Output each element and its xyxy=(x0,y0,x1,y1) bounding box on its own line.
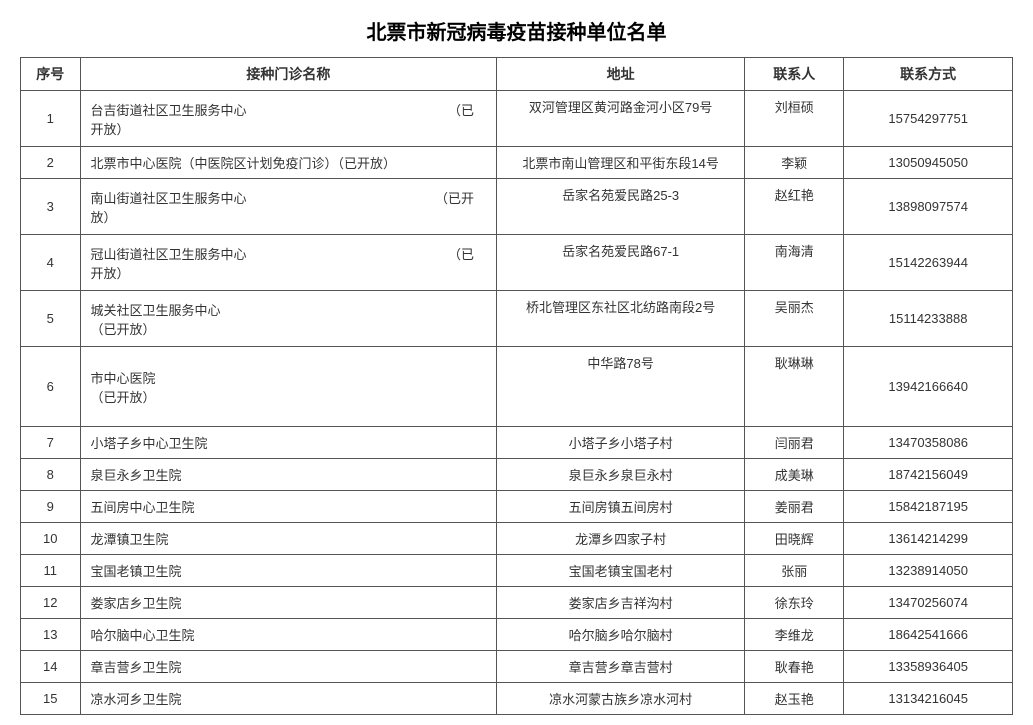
cell-name: 五间房中心卫生院 xyxy=(80,491,497,523)
cell-name: 凉水河乡卫生院 xyxy=(80,683,497,715)
cell-contact: 耿春艳 xyxy=(745,651,844,683)
cell-seq: 9 xyxy=(21,491,81,523)
cell-addr: 泉巨永乡泉巨永村 xyxy=(497,459,745,491)
cell-contact: 成美琳 xyxy=(745,459,844,491)
cell-phone: 13942166640 xyxy=(844,347,1013,427)
col-header-phone: 联系方式 xyxy=(844,58,1013,91)
cell-phone: 15142263944 xyxy=(844,235,1013,291)
col-header-seq: 序号 xyxy=(21,58,81,91)
table-row: 15凉水河乡卫生院凉水河蒙古族乡凉水河村赵玉艳13134216045 xyxy=(21,683,1013,715)
table-row: 11宝国老镇卫生院宝国老镇宝国老村张丽13238914050 xyxy=(21,555,1013,587)
cell-addr: 宝国老镇宝国老村 xyxy=(497,555,745,587)
cell-seq: 14 xyxy=(21,651,81,683)
cell-name: 小塔子乡中心卫生院 xyxy=(80,427,497,459)
cell-name: 北票市中心医院（中医院区计划免疫门诊）（已开放） xyxy=(80,147,497,179)
cell-seq: 6 xyxy=(21,347,81,427)
cell-name: 哈尔脑中心卫生院 xyxy=(80,619,497,651)
cell-phone: 13470256074 xyxy=(844,587,1013,619)
cell-addr: 娄家店乡吉祥沟村 xyxy=(497,587,745,619)
table-row: 9五间房中心卫生院五间房镇五间房村姜丽君15842187195 xyxy=(21,491,1013,523)
table-row: 6市中心医院 （已开放）中华路78号耿琳琳13942166640 xyxy=(21,347,1013,427)
cell-phone: 15842187195 xyxy=(844,491,1013,523)
cell-name: 泉巨永乡卫生院 xyxy=(80,459,497,491)
cell-phone: 15754297751 xyxy=(844,91,1013,147)
cell-seq: 2 xyxy=(21,147,81,179)
cell-name: 龙潭镇卫生院 xyxy=(80,523,497,555)
cell-addr: 中华路78号 xyxy=(497,347,745,427)
cell-addr: 小塔子乡小塔子村 xyxy=(497,427,745,459)
table-body: 1台吉街道社区卫生服务中心 （已开放）双河管理区黄河路金河小区79号刘桓硕157… xyxy=(21,91,1013,715)
cell-contact: 田晓辉 xyxy=(745,523,844,555)
cell-contact: 南海清 xyxy=(745,235,844,291)
cell-contact: 李颖 xyxy=(745,147,844,179)
table-row: 12娄家店乡卫生院娄家店乡吉祥沟村徐东玲13470256074 xyxy=(21,587,1013,619)
table-row: 14章吉营乡卫生院章吉营乡章吉营村耿春艳13358936405 xyxy=(21,651,1013,683)
cell-addr: 五间房镇五间房村 xyxy=(497,491,745,523)
table-row: 1台吉街道社区卫生服务中心 （已开放）双河管理区黄河路金河小区79号刘桓硕157… xyxy=(21,91,1013,147)
cell-seq: 5 xyxy=(21,291,81,347)
cell-addr: 凉水河蒙古族乡凉水河村 xyxy=(497,683,745,715)
cell-seq: 11 xyxy=(21,555,81,587)
table-header-row: 序号 接种门诊名称 地址 联系人 联系方式 xyxy=(21,58,1013,91)
cell-name: 冠山街道社区卫生服务中心 （已开放） xyxy=(80,235,497,291)
table-row: 4冠山街道社区卫生服务中心 （已开放）岳家名苑爱民路67-1南海清1514226… xyxy=(21,235,1013,291)
cell-addr: 岳家名苑爱民路25-3 xyxy=(497,179,745,235)
vaccination-sites-table: 序号 接种门诊名称 地址 联系人 联系方式 1台吉街道社区卫生服务中心 （已开放… xyxy=(20,57,1013,715)
cell-contact: 李维龙 xyxy=(745,619,844,651)
cell-seq: 8 xyxy=(21,459,81,491)
cell-contact: 刘桓硕 xyxy=(745,91,844,147)
cell-name: 章吉营乡卫生院 xyxy=(80,651,497,683)
cell-phone: 18642541666 xyxy=(844,619,1013,651)
cell-addr: 章吉营乡章吉营村 xyxy=(497,651,745,683)
col-header-name: 接种门诊名称 xyxy=(80,58,497,91)
cell-contact: 赵玉艳 xyxy=(745,683,844,715)
cell-phone: 15114233888 xyxy=(844,291,1013,347)
page-title: 北票市新冠病毒疫苗接种单位名单 xyxy=(20,16,1013,45)
cell-name: 市中心医院 （已开放） xyxy=(80,347,497,427)
cell-name: 城关社区卫生服务中心 （已开放） xyxy=(80,291,497,347)
col-header-addr: 地址 xyxy=(497,58,745,91)
cell-addr: 龙潭乡四家子村 xyxy=(497,523,745,555)
table-row: 8泉巨永乡卫生院泉巨永乡泉巨永村成美琳18742156049 xyxy=(21,459,1013,491)
table-row: 2北票市中心医院（中医院区计划免疫门诊）（已开放）北票市南山管理区和平街东段14… xyxy=(21,147,1013,179)
cell-addr: 岳家名苑爱民路67-1 xyxy=(497,235,745,291)
cell-addr: 桥北管理区东社区北纺路南段2号 xyxy=(497,291,745,347)
cell-phone: 13898097574 xyxy=(844,179,1013,235)
cell-seq: 10 xyxy=(21,523,81,555)
cell-phone: 18742156049 xyxy=(844,459,1013,491)
cell-contact: 赵红艳 xyxy=(745,179,844,235)
cell-seq: 4 xyxy=(21,235,81,291)
cell-contact: 徐东玲 xyxy=(745,587,844,619)
cell-name: 宝国老镇卫生院 xyxy=(80,555,497,587)
cell-phone: 13134216045 xyxy=(844,683,1013,715)
cell-seq: 13 xyxy=(21,619,81,651)
cell-phone: 13470358086 xyxy=(844,427,1013,459)
table-row: 3南山街道社区卫生服务中心 （已开放）岳家名苑爱民路25-3赵红艳1389809… xyxy=(21,179,1013,235)
cell-addr: 北票市南山管理区和平街东段14号 xyxy=(497,147,745,179)
cell-contact: 耿琳琳 xyxy=(745,347,844,427)
cell-addr: 哈尔脑乡哈尔脑村 xyxy=(497,619,745,651)
cell-name: 南山街道社区卫生服务中心 （已开放） xyxy=(80,179,497,235)
cell-phone: 13614214299 xyxy=(844,523,1013,555)
cell-phone: 13050945050 xyxy=(844,147,1013,179)
cell-name: 台吉街道社区卫生服务中心 （已开放） xyxy=(80,91,497,147)
cell-contact: 张丽 xyxy=(745,555,844,587)
cell-addr: 双河管理区黄河路金河小区79号 xyxy=(497,91,745,147)
cell-contact: 姜丽君 xyxy=(745,491,844,523)
cell-seq: 12 xyxy=(21,587,81,619)
cell-contact: 吴丽杰 xyxy=(745,291,844,347)
cell-contact: 闫丽君 xyxy=(745,427,844,459)
cell-seq: 1 xyxy=(21,91,81,147)
table-row: 5城关社区卫生服务中心 （已开放）桥北管理区东社区北纺路南段2号吴丽杰15114… xyxy=(21,291,1013,347)
table-row: 13哈尔脑中心卫生院哈尔脑乡哈尔脑村李维龙18642541666 xyxy=(21,619,1013,651)
cell-seq: 15 xyxy=(21,683,81,715)
table-row: 10龙潭镇卫生院龙潭乡四家子村田晓辉13614214299 xyxy=(21,523,1013,555)
cell-seq: 7 xyxy=(21,427,81,459)
table-row: 7小塔子乡中心卫生院小塔子乡小塔子村闫丽君13470358086 xyxy=(21,427,1013,459)
cell-phone: 13358936405 xyxy=(844,651,1013,683)
cell-seq: 3 xyxy=(21,179,81,235)
cell-name: 娄家店乡卫生院 xyxy=(80,587,497,619)
cell-phone: 13238914050 xyxy=(844,555,1013,587)
col-header-contact: 联系人 xyxy=(745,58,844,91)
